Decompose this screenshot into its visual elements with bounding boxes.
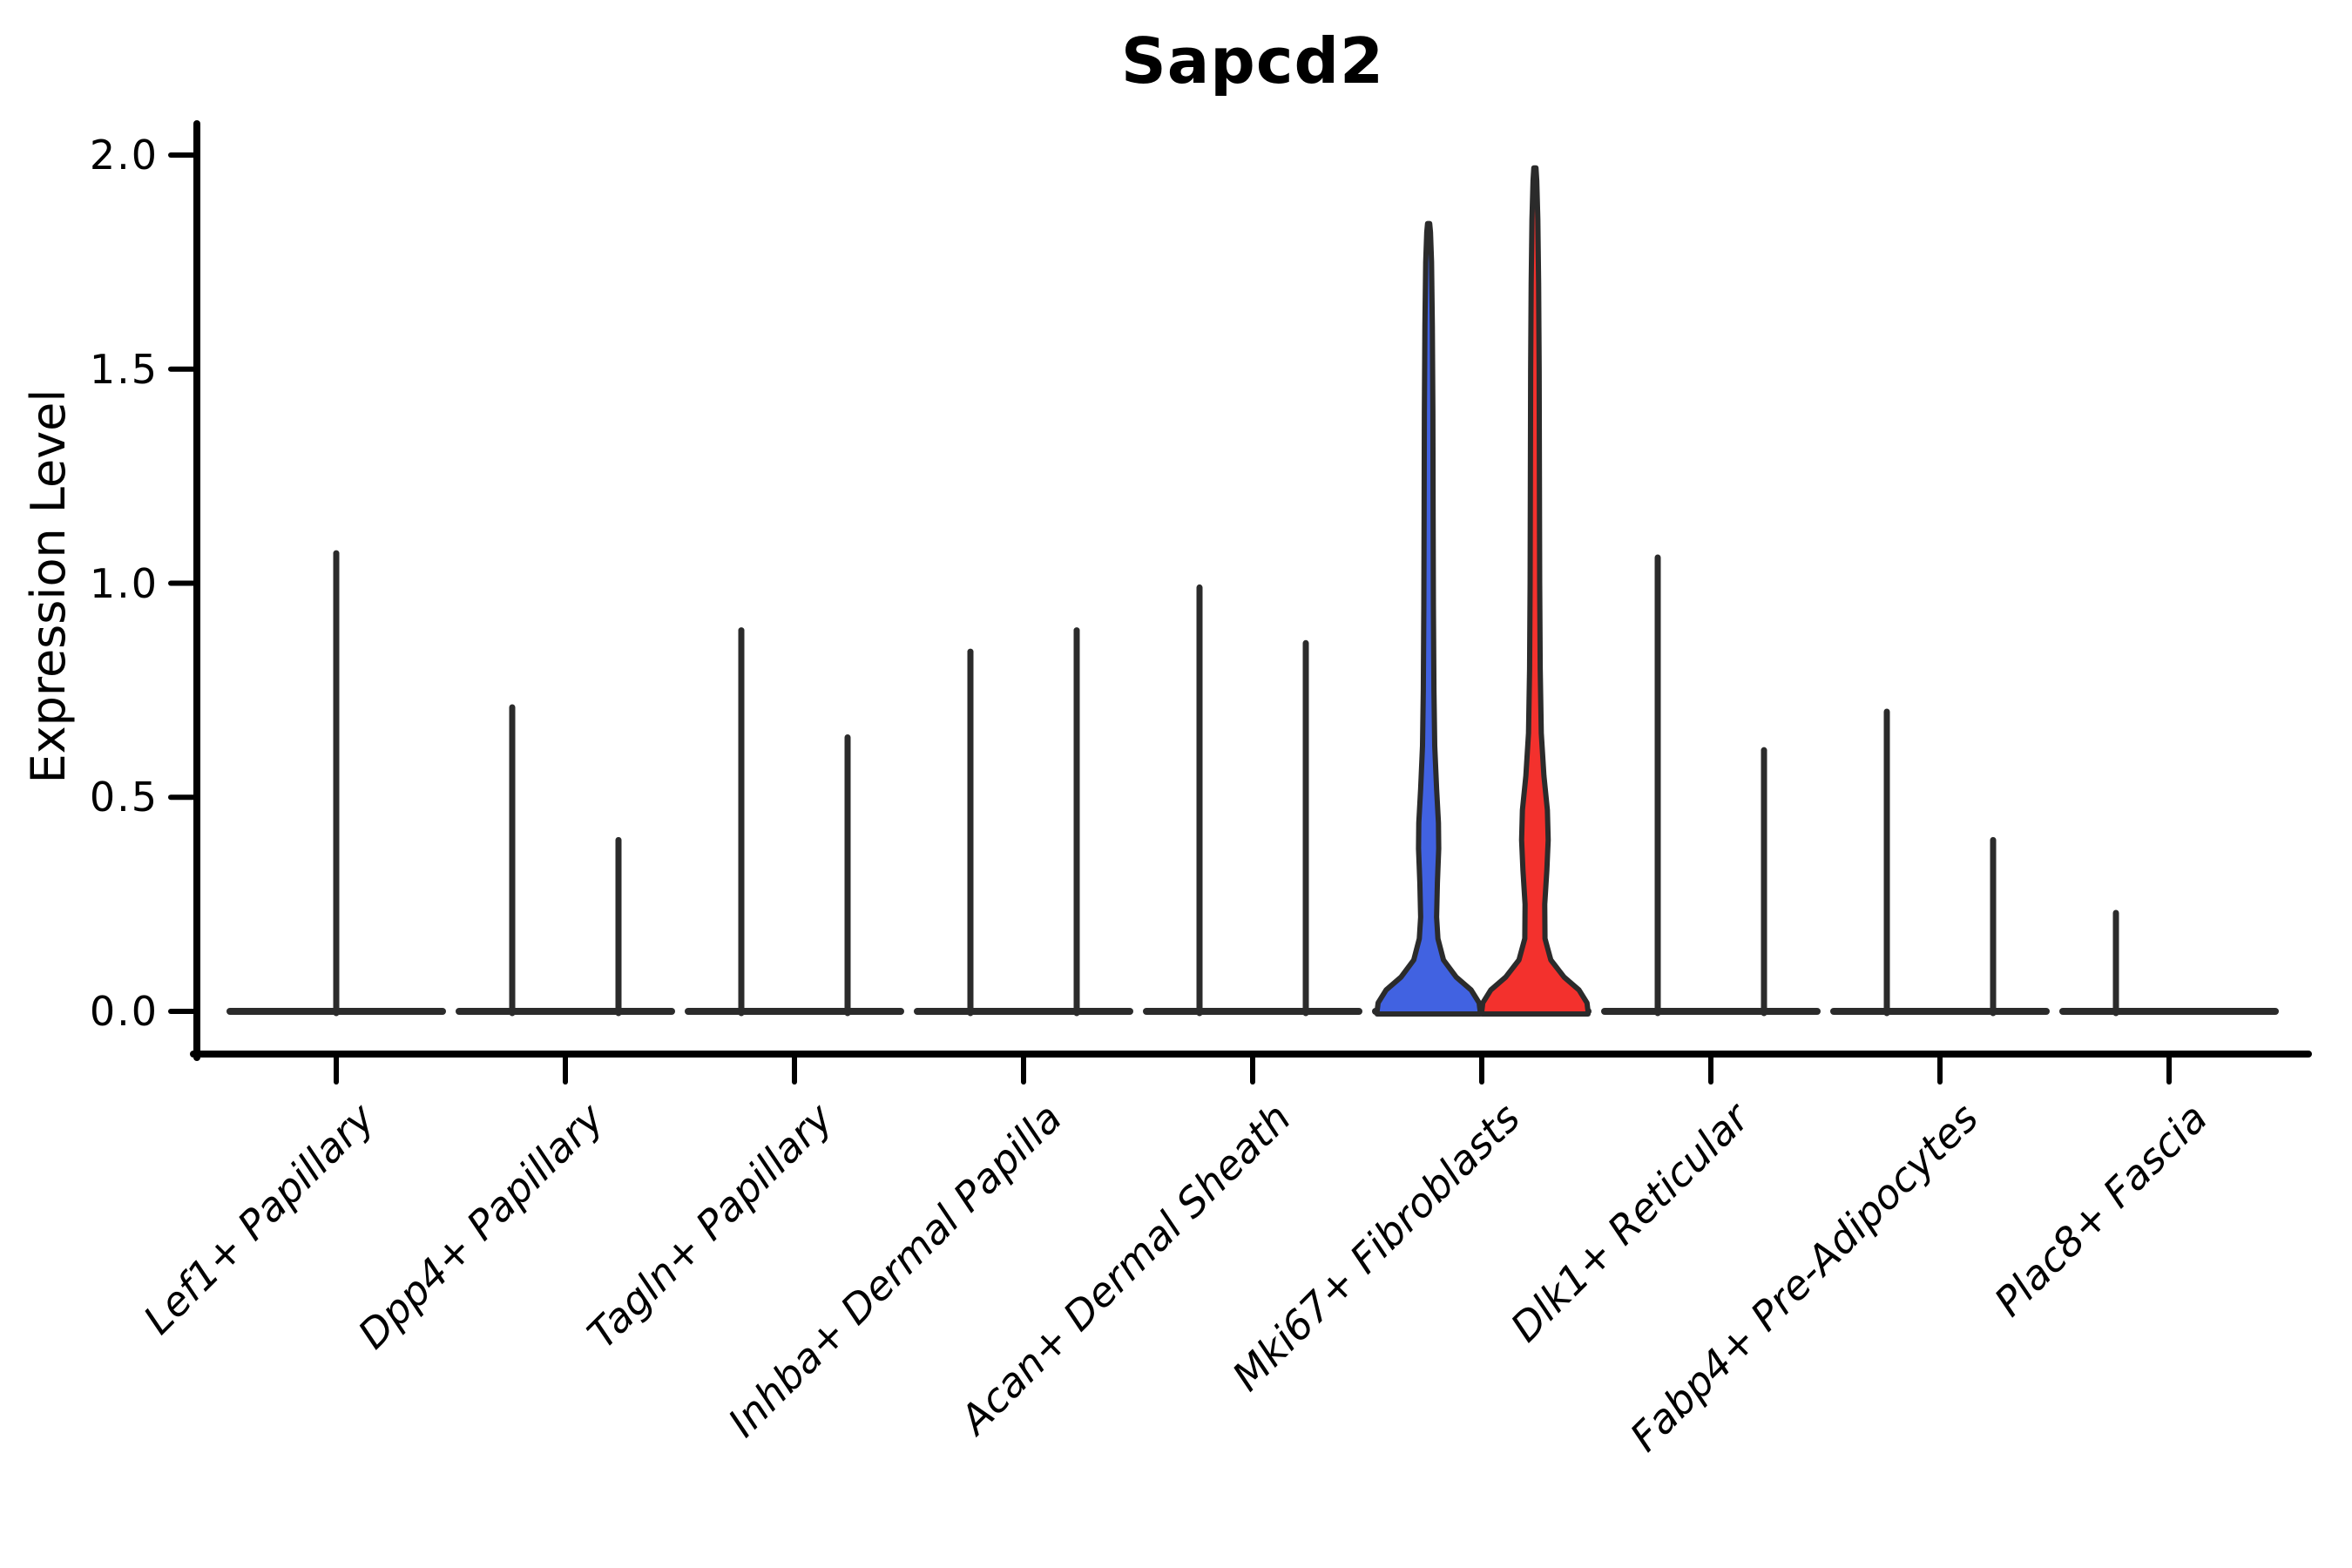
violin-body — [1374, 220, 1484, 1017]
y-tick-label: 0.5 — [89, 774, 159, 821]
y-tick-label: 1.0 — [89, 559, 159, 607]
y-tick-label: 0.0 — [89, 988, 159, 1035]
y-tick-label: 1.5 — [89, 345, 159, 393]
chart-title: Sapcd2 — [1120, 24, 1385, 98]
violin-body — [1479, 165, 1591, 1017]
y-tick-label: 2.0 — [89, 132, 159, 179]
